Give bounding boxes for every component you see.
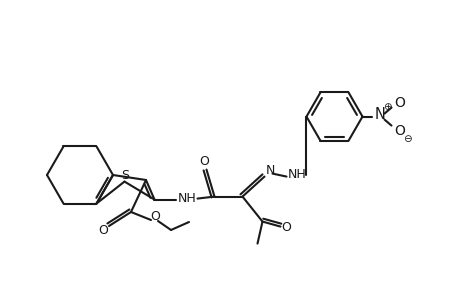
Text: NH: NH xyxy=(287,168,306,181)
Text: NH: NH xyxy=(178,192,196,205)
Text: ⊕: ⊕ xyxy=(382,102,391,112)
Text: O: O xyxy=(199,155,209,168)
Text: O: O xyxy=(98,224,108,238)
Text: N: N xyxy=(265,164,274,177)
Text: N: N xyxy=(374,107,385,122)
Text: O: O xyxy=(393,124,404,138)
Text: O: O xyxy=(393,96,404,110)
Text: ⊖: ⊖ xyxy=(402,134,411,144)
Text: O: O xyxy=(150,211,160,224)
Text: S: S xyxy=(121,169,129,182)
Text: O: O xyxy=(281,221,291,234)
